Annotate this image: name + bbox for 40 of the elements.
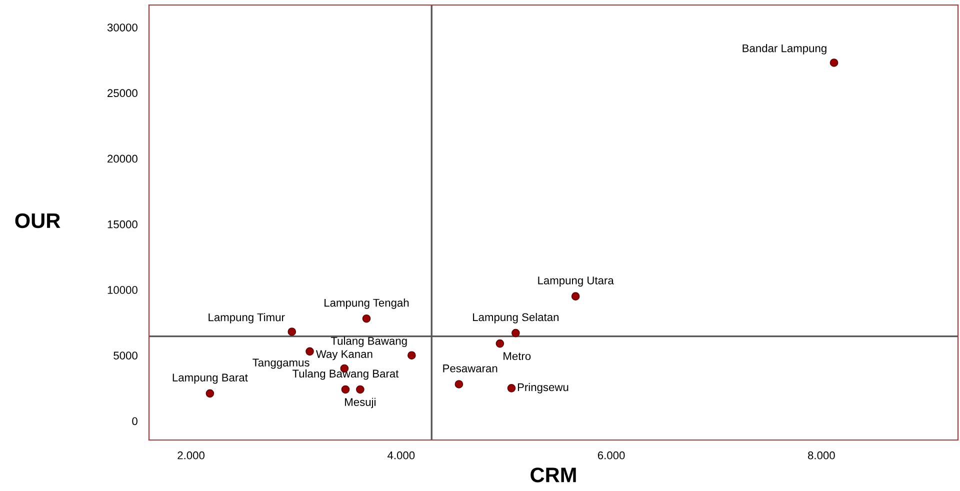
point xyxy=(341,385,350,394)
point xyxy=(830,58,838,67)
point xyxy=(206,389,214,398)
annotation: Pesawaran xyxy=(443,364,498,372)
annotation: Bandar Lampung xyxy=(742,44,826,54)
annotation: Lampung Timur xyxy=(208,313,285,324)
annotation: Metro xyxy=(504,352,531,360)
point xyxy=(571,292,580,300)
x-axis-title: CRM xyxy=(530,468,576,482)
point xyxy=(356,385,364,394)
y-tick-label: 0 xyxy=(132,417,138,426)
y-tick-label: 25000 xyxy=(108,89,138,98)
x-tick-label: 2.000 xyxy=(178,451,204,460)
y-tick-label: 10000 xyxy=(108,286,138,294)
annotation: Tanggamus xyxy=(252,358,310,369)
annotation: Lampung Barat xyxy=(172,374,248,384)
x-tick-label: 4.000 xyxy=(388,451,415,460)
annotation: Tulang Bawang Barat xyxy=(292,369,399,380)
x-tick-label: 6.000 xyxy=(598,451,625,460)
point xyxy=(507,384,516,392)
point xyxy=(454,380,464,388)
annotation: Lampung Tengah xyxy=(324,298,409,309)
x-tick-label: 8.000 xyxy=(808,451,835,460)
y-tick-label: 15000 xyxy=(108,220,138,228)
point xyxy=(408,351,416,360)
y-tick-label: 20000 xyxy=(108,154,138,163)
point xyxy=(512,328,520,338)
annotation: Pringsewu xyxy=(518,382,568,394)
point xyxy=(306,347,314,356)
point xyxy=(362,314,371,323)
annotation: Tulang Bawang xyxy=(330,336,407,348)
point xyxy=(496,339,504,348)
annotation: Lampung Selatan xyxy=(473,312,559,324)
annotation: Mesuji xyxy=(345,398,376,408)
y-tick-label: 5000 xyxy=(114,352,138,360)
y-axis-title: OUR xyxy=(15,213,60,228)
point xyxy=(288,328,296,336)
annotation: Way Kanan xyxy=(316,350,372,360)
y-tick-label: 30000 xyxy=(107,24,138,32)
annotation: Lampung Utara xyxy=(538,276,614,287)
